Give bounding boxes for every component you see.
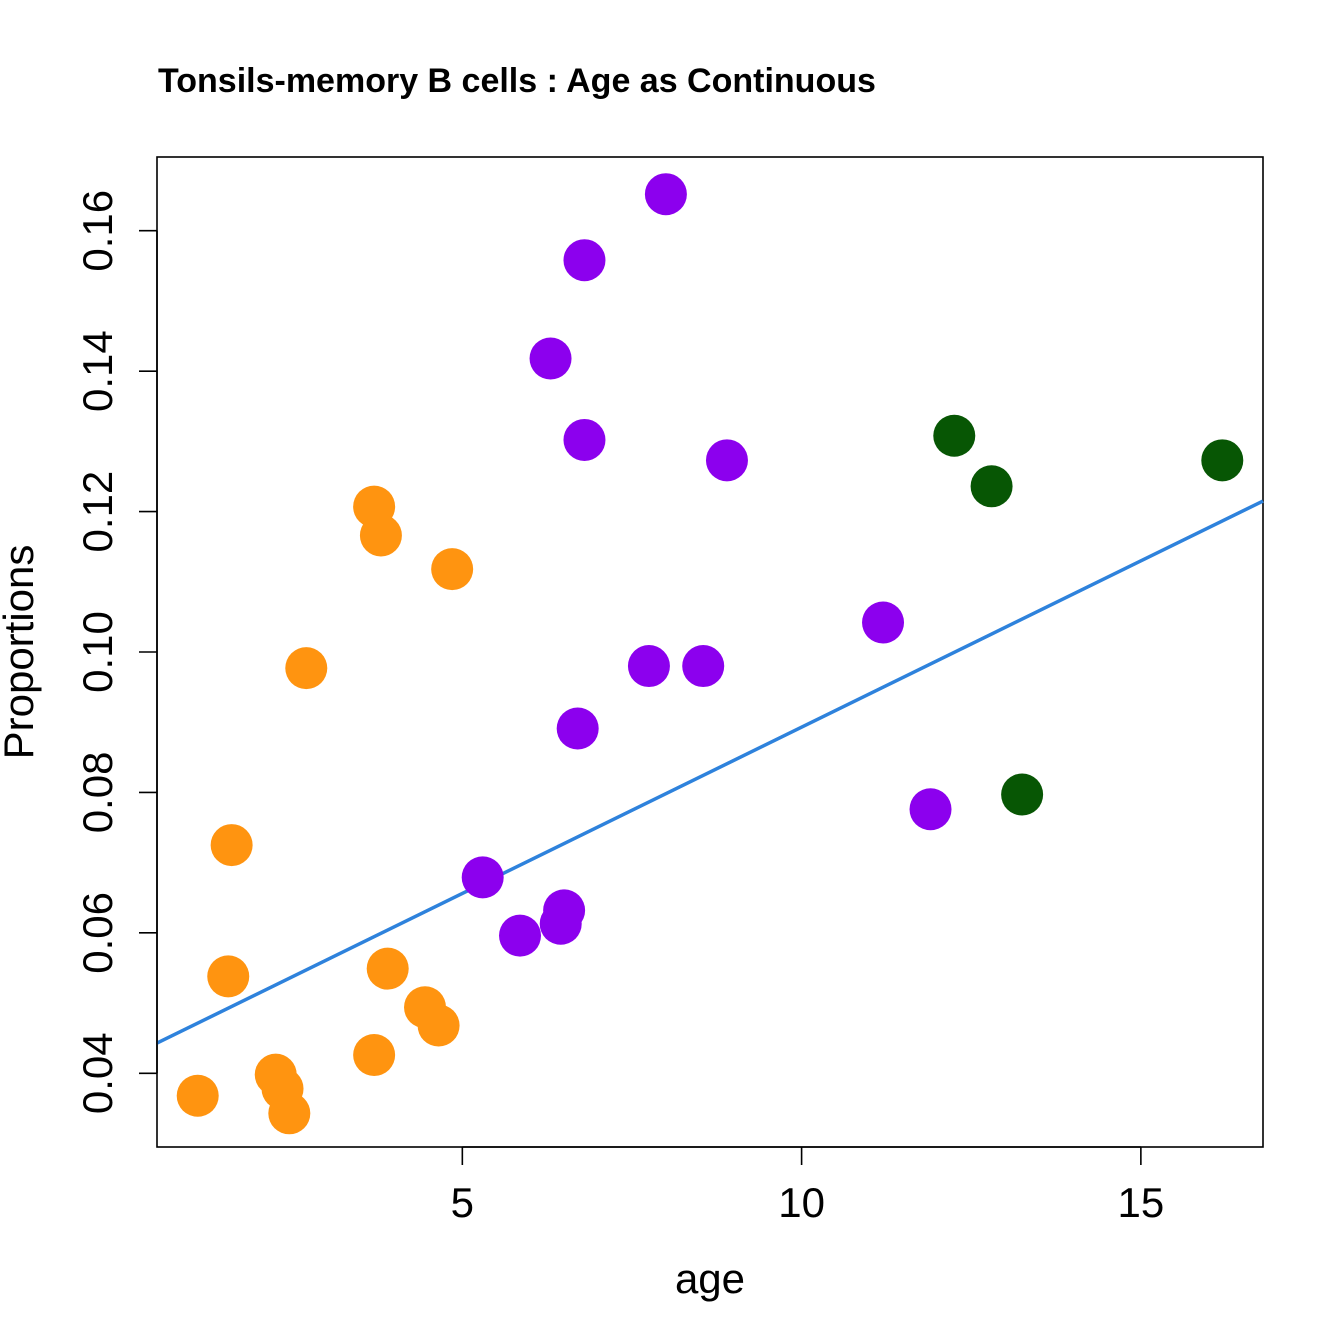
y-axis-label: Proportions xyxy=(0,545,42,760)
data-point-2-13 xyxy=(862,601,905,644)
data-point-2-7 xyxy=(563,239,606,282)
x-tick-label: 5 xyxy=(451,1179,474,1226)
y-tick-label: 0.06 xyxy=(74,892,121,974)
points-layer xyxy=(176,173,1244,1135)
x-tick-label: 15 xyxy=(1118,1179,1165,1226)
data-point-1-1 xyxy=(176,1074,219,1117)
data-point-1-6 xyxy=(268,1092,311,1135)
data-point-2-2 xyxy=(499,914,542,957)
x-axis-label: age xyxy=(675,1255,745,1302)
y-tick-label: 0.04 xyxy=(74,1032,121,1114)
data-point-2-1 xyxy=(461,856,504,899)
data-point-2-10 xyxy=(644,173,687,216)
data-point-3-4 xyxy=(1201,439,1244,482)
y-tick-label: 0.14 xyxy=(74,330,121,412)
data-point-2-8 xyxy=(563,418,606,461)
chart-title: Tonsils-memory B cells : Age as Continuo… xyxy=(158,62,876,100)
data-point-1-9 xyxy=(359,514,402,557)
data-point-3-2 xyxy=(970,465,1013,508)
data-point-3-3 xyxy=(1001,773,1044,816)
y-tick-label: 0.10 xyxy=(74,611,121,693)
data-point-1-2 xyxy=(210,824,253,867)
data-point-1-13 xyxy=(417,1004,460,1047)
data-point-2-9 xyxy=(627,645,670,688)
data-point-1-10 xyxy=(366,947,409,990)
data-point-2-6 xyxy=(556,707,599,750)
data-point-1-11 xyxy=(353,1034,396,1077)
data-point-2-12 xyxy=(705,439,748,482)
fit-line xyxy=(156,499,1264,1045)
data-point-1-3 xyxy=(207,955,250,998)
data-point-2-5 xyxy=(543,889,586,932)
y-tick-label: 0.16 xyxy=(74,190,121,272)
x-axis: 5 10 15 xyxy=(451,1146,1165,1226)
y-tick-label: 0.12 xyxy=(74,471,121,553)
data-point-1-14 xyxy=(431,548,474,591)
y-axis: 0.04 0.06 0.08 0.10 0.12 0.14 0.16 xyxy=(74,190,158,1114)
y-tick-label: 0.08 xyxy=(74,752,121,834)
data-point-2-14 xyxy=(909,788,952,831)
x-tick-label: 10 xyxy=(778,1179,825,1226)
data-point-2-3 xyxy=(529,337,572,380)
data-point-1-7 xyxy=(285,647,328,690)
data-point-3-1 xyxy=(933,414,976,457)
data-point-2-11 xyxy=(682,645,725,688)
fit-line-layer xyxy=(156,499,1264,1045)
